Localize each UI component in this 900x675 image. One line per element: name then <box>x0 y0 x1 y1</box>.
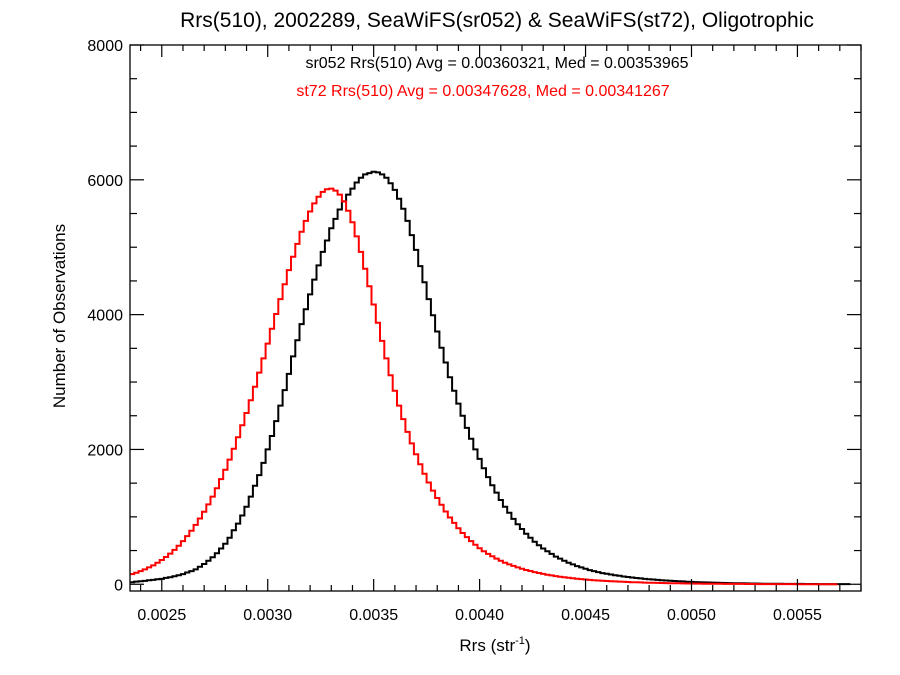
y-tick-label: 4000 <box>87 308 123 325</box>
series-st72-line <box>130 187 838 586</box>
x-tick-label: 0.0035 <box>349 607 398 624</box>
chart-title: Rrs(510), 2002289, SeaWiFS(sr052) & SeaW… <box>180 9 814 32</box>
plot-frame <box>129 44 862 592</box>
x-axis-label-base: Rrs (str <box>459 636 515 655</box>
x-tick-label: 0.0050 <box>667 607 716 624</box>
annotation-st72-stats: st72 Rrs(510) Avg = 0.00347628, Med = 0.… <box>296 83 669 100</box>
x-axis-label: Rrs (str-1) <box>459 635 530 655</box>
series-layer <box>130 170 851 586</box>
y-tick-label: 0 <box>114 577 123 594</box>
x-tick-label: 0.0040 <box>455 607 504 624</box>
ticks-layer: 0.0025 0.0030 0.0035 0.0040 0.0045 0.0050 0.00… <box>87 38 862 624</box>
x-tick-label: 0.0045 <box>561 607 610 624</box>
y-tick-label: 8000 <box>87 38 123 55</box>
x-axis-label-tail: ) <box>525 636 531 655</box>
y-tick-label: 6000 <box>87 173 123 190</box>
x-tick-label: 0.0055 <box>773 607 822 624</box>
series-sr052-line <box>130 170 851 586</box>
y-axis-label: Number of Observations <box>50 224 69 408</box>
y-tick-label: 2000 <box>87 442 123 459</box>
x-axis-label-superscript: -1 <box>515 635 525 647</box>
x-tick-label: 0.0030 <box>243 607 292 624</box>
annotation-sr052-stats: sr052 Rrs(510) Avg = 0.00360321, Med = 0… <box>305 55 688 72</box>
x-tick-label: 0.0025 <box>137 607 186 624</box>
